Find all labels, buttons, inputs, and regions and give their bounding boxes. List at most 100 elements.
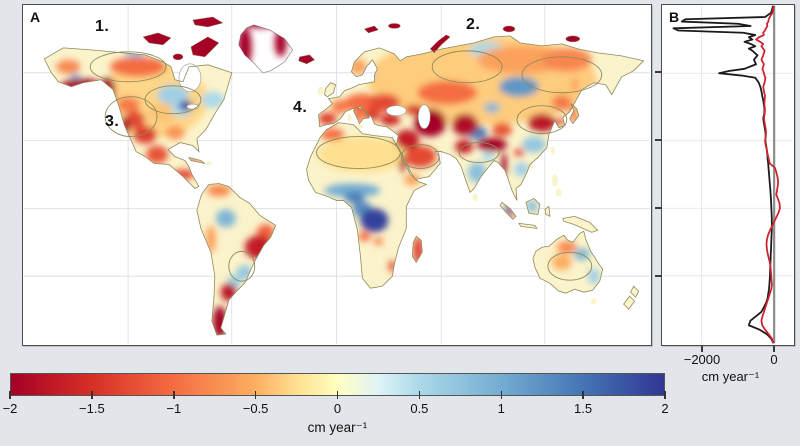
banks-victoria-islands [142, 32, 172, 46]
colorbar-tick [254, 391, 257, 399]
franz-josef-land [388, 23, 401, 29]
region-pakistan [455, 139, 474, 154]
region-mongolia-blue [499, 76, 539, 97]
profile-tick-minus2000 [701, 346, 703, 352]
region-tibet-east [492, 122, 512, 137]
region-sumatra-blue-spot [505, 204, 511, 215]
region-us-south [165, 125, 185, 140]
red-profile [755, 5, 781, 344]
lat-tick-0 [655, 207, 662, 209]
world-map [23, 5, 650, 344]
colorbar-tick [91, 391, 93, 399]
region-central-america [170, 169, 195, 180]
map-annotation-2: 2. [466, 16, 481, 33]
caspian-sea [417, 104, 431, 129]
lat-tick-30n [655, 139, 662, 141]
colorbar-tick [664, 391, 666, 399]
lat-tick-30s [655, 275, 662, 277]
region-andes [205, 225, 216, 254]
region-hudson-east [157, 84, 189, 105]
region-nigeria-blue [344, 191, 365, 204]
region-middle-east [395, 129, 420, 150]
region-tarim-blue [484, 102, 501, 113]
profile-panel: B [661, 4, 795, 346]
region-borneo-blue [525, 200, 538, 213]
colorbar-tick-label: −0.5 [242, 401, 269, 416]
region-amazon-west [215, 209, 236, 228]
map-annotation-4: 4. [293, 99, 308, 116]
panel-b-label: B [669, 9, 680, 25]
region-maghreb [320, 128, 345, 141]
basin-outlines [89, 50, 603, 282]
new-siberian-islands [565, 35, 581, 43]
colorbar-tick-label: 2 [661, 401, 669, 416]
region-australia-north [556, 241, 577, 254]
region-canada-maritime [200, 91, 225, 108]
polar-islands [142, 16, 581, 65]
region-east-india-blue [482, 151, 495, 162]
colorbar-tick-label: 0.5 [410, 401, 429, 416]
region-australia-center [551, 254, 572, 271]
colorbar-title: cm year⁻¹ [307, 420, 368, 435]
baffin-island [190, 36, 220, 58]
region-california-central-valley [120, 116, 131, 135]
region-alaska-blue-dot [70, 73, 81, 80]
southampton-island [172, 53, 184, 61]
colorbar-tick-label: −1.5 [79, 401, 105, 416]
profile-tick-label-zero: 0 [770, 352, 778, 367]
region-sakhalin [571, 77, 578, 92]
region-canada-interior [110, 56, 167, 77]
map-annotation-3: 3. [105, 113, 120, 130]
region-colombia-venezuela [206, 184, 231, 197]
region-turkey [380, 113, 401, 126]
region-us-northwest [116, 96, 141, 113]
black-sea [386, 105, 407, 116]
region-australia-east-blue [587, 268, 600, 285]
region-zambia-spot [373, 237, 384, 246]
colorbar-tick [336, 391, 339, 399]
colorbar-tick-label: 1 [497, 401, 505, 416]
novaya-zemlya [429, 34, 451, 54]
region-north-china-plain [527, 113, 556, 132]
region-brazil-east [244, 235, 273, 260]
colorbar-tick-label: −2 [2, 401, 18, 416]
region-horn-of-africa [404, 173, 421, 186]
colorbar-tick [500, 391, 502, 399]
profile-tick-zero [773, 346, 775, 352]
inland-water [178, 63, 431, 129]
trend-overlay [56, 35, 600, 336]
colorbar-tick [173, 391, 175, 399]
region-southeast-china-blue [521, 136, 546, 153]
region-indochina-blue [513, 162, 530, 177]
map-panel: A [22, 4, 652, 346]
region-greenland-east-coast [274, 28, 287, 57]
region-kazakhstan [417, 80, 478, 105]
region-great-basin [125, 110, 146, 129]
region-mexico [146, 145, 168, 164]
colorbar-tick-label: 0 [333, 401, 342, 416]
region-us-southwest [133, 125, 158, 144]
lat-tick-60n [655, 71, 662, 73]
map-annotation-1: 1. [95, 18, 110, 35]
region-angola-spot [358, 231, 371, 242]
region-central-asia [452, 113, 479, 136]
region-northeast-china [551, 94, 572, 111]
panel-a-label: A [30, 9, 41, 25]
hudson-bay [178, 63, 202, 93]
region-sahel-band [324, 183, 381, 198]
region-north-patagonia [220, 283, 237, 302]
ellesmere-island [192, 16, 224, 28]
region-greenland-north-coast [242, 24, 279, 28]
profile-axis-title: cm year⁻¹ [701, 369, 760, 384]
severnaya-zemlya [502, 25, 516, 33]
svalbard [363, 25, 379, 34]
region-siberia [477, 45, 567, 74]
colorbar-tick-label: −1 [166, 401, 182, 416]
region-arabia [404, 145, 437, 168]
region-alaska-interior [56, 59, 81, 74]
region-congo-basin [360, 208, 389, 233]
region-south-india-blue [468, 162, 487, 183]
region-korea-spot [556, 117, 565, 126]
zonal-profile-plot [662, 5, 793, 344]
